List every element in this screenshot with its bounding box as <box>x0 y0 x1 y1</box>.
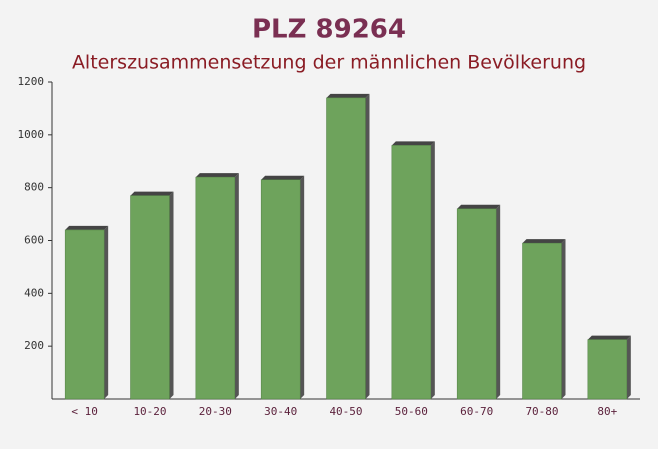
x-tick-label: 30-40 <box>264 405 297 418</box>
bar-shadow <box>561 239 566 399</box>
chart-title: PLZ 89264 <box>252 15 406 45</box>
bar-top <box>195 173 239 178</box>
bar <box>587 339 628 400</box>
bar-top <box>457 204 501 209</box>
x-tick-label: 60-70 <box>460 405 493 418</box>
bar-shadow <box>496 204 501 399</box>
x-tick-label: 10-20 <box>133 405 166 418</box>
bar <box>391 145 432 400</box>
chart-subtitle: Alterszusammensetzung der männlichen Bev… <box>72 52 586 74</box>
bar <box>326 97 366 400</box>
x-tick-label: 40-50 <box>329 405 362 418</box>
bar-top <box>261 175 305 180</box>
x-tick-label: < 10 <box>71 405 98 418</box>
bar <box>522 242 562 400</box>
y-tick-label: 400 <box>24 286 44 299</box>
bar-shadow <box>626 335 631 399</box>
y-tick-label: 600 <box>24 234 44 247</box>
bar-shadow <box>365 93 370 399</box>
bar-top <box>522 239 566 244</box>
bar-shadow <box>430 141 435 399</box>
y-tick-label: 800 <box>24 181 44 194</box>
x-tick-label: 20-30 <box>199 405 232 418</box>
bar <box>130 195 170 400</box>
bar-top <box>391 141 435 146</box>
bar-shadow <box>234 173 239 399</box>
bar-top <box>130 191 174 196</box>
y-tick-label: 1200 <box>18 75 45 88</box>
x-tick-label: 70-80 <box>525 405 558 418</box>
bar <box>64 229 105 400</box>
bar-top <box>65 225 109 230</box>
bar-top <box>326 93 370 98</box>
bar <box>260 179 301 400</box>
x-tick-label: 80+ <box>597 405 617 418</box>
bar-shadow <box>104 225 109 399</box>
y-tick-label: 200 <box>24 339 44 352</box>
bar <box>195 176 236 400</box>
bar <box>456 208 497 400</box>
bar-shadow <box>300 175 305 399</box>
bar-top <box>587 335 631 340</box>
x-tick-label: 50-60 <box>395 405 428 418</box>
y-tick-label: 1000 <box>18 128 45 141</box>
bar-shadow <box>169 191 174 399</box>
